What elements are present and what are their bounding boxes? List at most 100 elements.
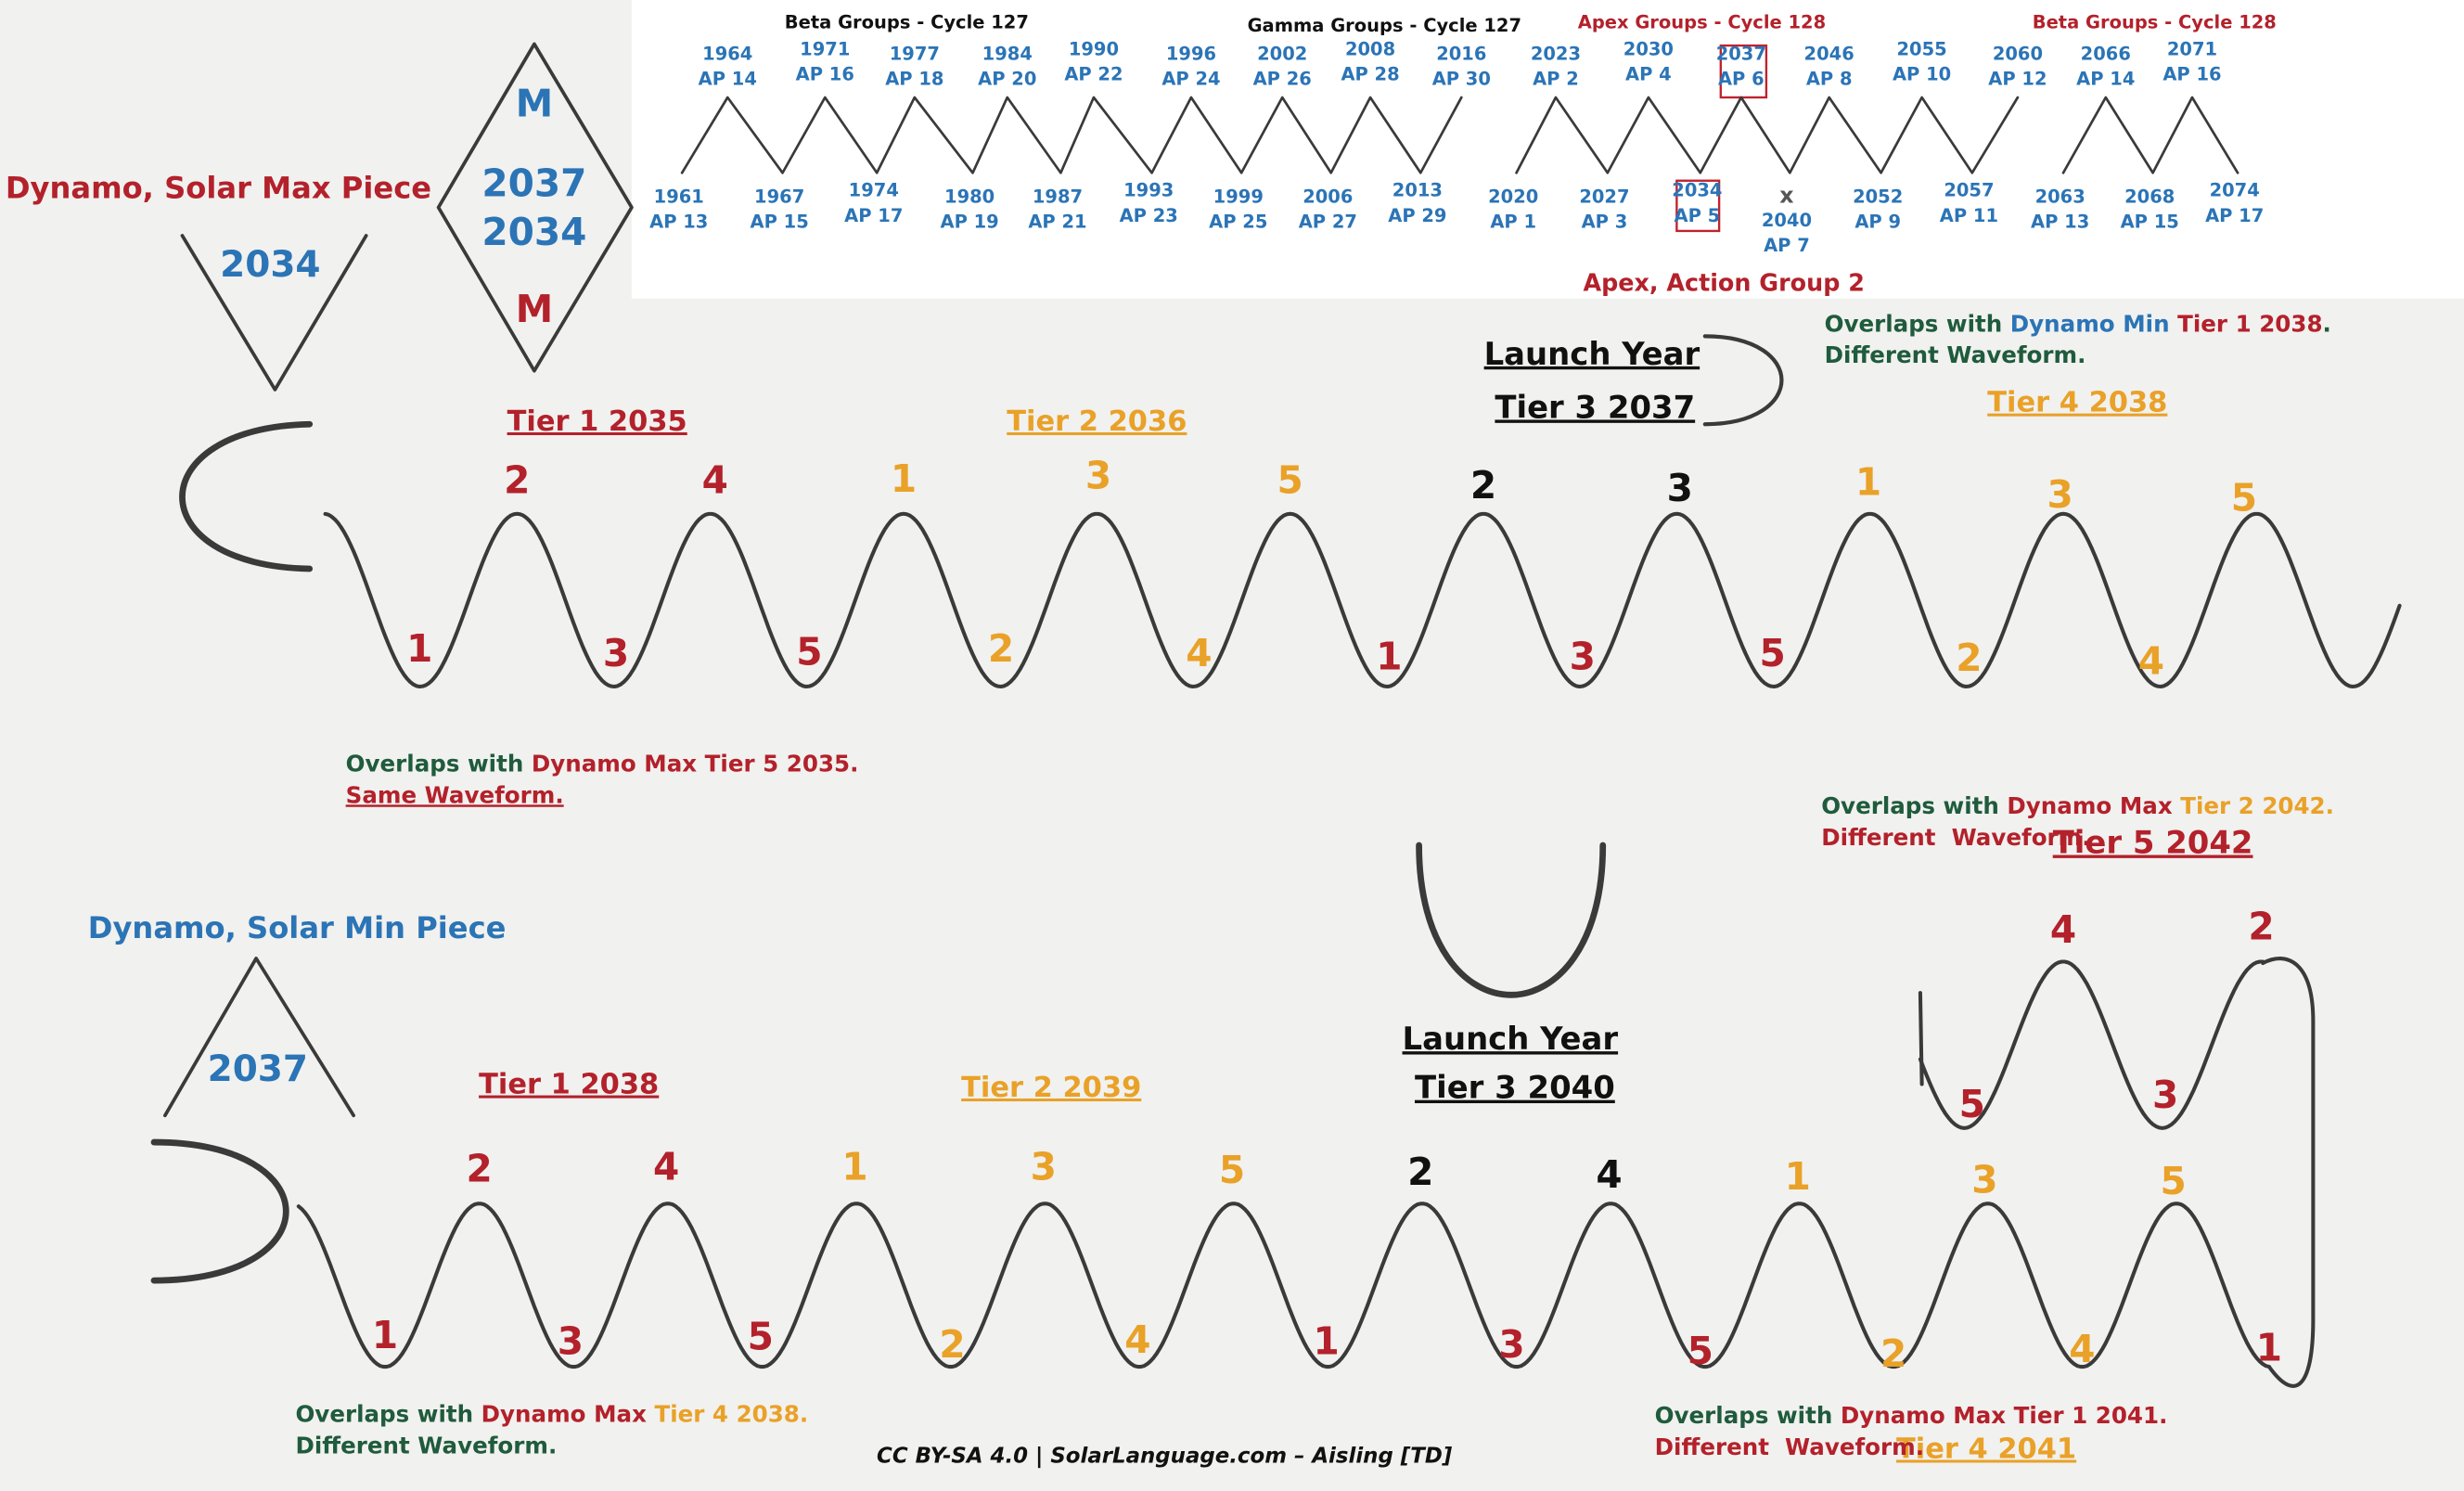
note-span: Overlaps with — [1825, 310, 2010, 337]
trough-year: 1980 — [944, 186, 995, 207]
tier-label: Tier 4 2041 — [1896, 1433, 2076, 1465]
diamond-label: M — [516, 287, 553, 331]
trough-year: 1993 — [1123, 180, 1174, 201]
note-span: Tier 2 2042. — [2180, 792, 2334, 819]
wave-number: 3 — [1031, 1145, 1057, 1189]
trough-year: 2006 — [1303, 186, 1353, 207]
wave-number: 5 — [2160, 1159, 2186, 1203]
wave-number: 4 — [702, 458, 728, 503]
c-shape — [150, 1138, 289, 1284]
peak-ap: AP 28 — [1341, 63, 1399, 84]
peak-year: 1977 — [890, 43, 940, 64]
wave-number: 3 — [1085, 454, 1111, 498]
peak-year: 2046 — [1804, 43, 1854, 64]
peak-ap: AP 12 — [1988, 68, 2047, 89]
wave-number: 1 — [841, 1145, 867, 1189]
launch-title: Launch Year — [1484, 336, 1700, 372]
wave-number: 5 — [1760, 631, 1786, 675]
trough-year: 1999 — [1213, 186, 1264, 207]
peak-ap: AP 16 — [2162, 63, 2221, 84]
trough-ap: AP 25 — [1209, 212, 1267, 233]
peak-ap: AP 2 — [1533, 68, 1579, 89]
wave-number: 5 — [748, 1315, 774, 1359]
peak-ap: AP 4 — [1625, 63, 1672, 84]
v-label: 2034 — [220, 244, 320, 286]
note-line: Different Waveform. — [295, 1432, 557, 1459]
wave-number: 5 — [1688, 1329, 1713, 1373]
wave-number: 1 — [1313, 1319, 1339, 1364]
marker: x — [1779, 182, 1793, 208]
wave-number: 5 — [1219, 1148, 1245, 1192]
peak-ap: AP 10 — [1893, 63, 1951, 84]
wave-number: 4 — [2050, 907, 2076, 952]
zigzag — [1515, 96, 2020, 174]
wave-number: 2 — [2248, 905, 2274, 949]
highlight-box — [1675, 179, 1721, 233]
trough-year: 1961 — [654, 186, 704, 207]
wave-number: 1 — [891, 456, 917, 501]
note-span: Tier 4 2038. — [654, 1400, 808, 1427]
peak-year: 2016 — [1436, 43, 1486, 64]
peak-year: 2008 — [1345, 38, 1395, 59]
peak-year: 2037 — [1716, 43, 1766, 64]
wave-number: 3 — [603, 631, 629, 675]
wave-number: 5 — [2231, 475, 2257, 520]
group-header: Apex Groups - Cycle 128 — [1578, 11, 1826, 32]
wave-number: 2 — [1470, 463, 1496, 508]
group-header: Gamma Groups - Cycle 127 — [1248, 15, 1521, 36]
peak-ap: AP 30 — [1432, 68, 1491, 89]
peak-year: 2060 — [1993, 43, 2043, 64]
waveform — [1918, 959, 2265, 1130]
trough-ap: AP 19 — [941, 212, 999, 233]
peak-year: 1984 — [982, 43, 1033, 64]
c-shape — [179, 420, 314, 572]
note-line: Overlaps with Dynamo Min Tier 1 2038. — [1825, 310, 2331, 337]
wave-number: 2 — [1880, 1331, 1906, 1376]
wave-number: 2 — [1407, 1150, 1433, 1194]
wave-number: 4 — [2069, 1327, 2095, 1371]
trough-year: 2013 — [1392, 180, 1443, 201]
wave-number: 3 — [2152, 1073, 2178, 1117]
note-span: Overlaps with — [295, 1400, 481, 1427]
wave-number: 2 — [988, 626, 1014, 671]
note-span: Tier 1 2041. — [2014, 1402, 2168, 1429]
note-span: Dynamo Min — [2010, 310, 2177, 337]
peak-ap: AP 20 — [978, 68, 1036, 89]
trough-year: 2068 — [2124, 186, 2175, 207]
note-line: Same Waveform. — [346, 781, 564, 808]
tier-label: Tier 2 2036 — [1007, 405, 1187, 438]
note-span: Overlaps with — [1821, 792, 2007, 819]
wave-number: 3 — [558, 1319, 584, 1364]
note-span: Tier 1 2038 — [2177, 310, 2322, 337]
note-span: Dynamo Max — [2007, 792, 2180, 819]
peak-ap: AP 22 — [1064, 63, 1123, 84]
wave-number: 3 — [1971, 1157, 1997, 1202]
peak-year: 2030 — [1623, 38, 1674, 59]
note-span: Dynamo Max — [532, 750, 705, 777]
peak-ap: AP 16 — [796, 63, 854, 84]
note-span: Different Waveform. — [1825, 341, 2086, 368]
trough-ap: AP 23 — [1120, 205, 1178, 226]
note-span: . — [2323, 310, 2331, 337]
wave-number: 1 — [1376, 634, 1402, 678]
diamond-label: M — [516, 81, 553, 125]
trough-ap: AP 5 — [1675, 205, 1721, 226]
launch-title: Launch Year — [1403, 1021, 1619, 1057]
trough-ap: AP 17 — [844, 205, 903, 226]
trough-ap: AP 3 — [1582, 212, 1628, 233]
trough-ap: AP 17 — [2205, 205, 2264, 226]
zigzag — [2061, 96, 2239, 174]
wave-number: 5 — [1959, 1082, 1985, 1126]
highlight-box — [1719, 44, 1768, 99]
peak-year: 2002 — [1257, 43, 1307, 64]
waveform — [323, 511, 2402, 689]
wave-number: 1 — [406, 626, 432, 671]
launch-tier: Tier 3 2040 — [1415, 1070, 1615, 1106]
note-span: Different Waveform. — [295, 1432, 557, 1459]
peak-year: 2055 — [1897, 38, 1947, 59]
trough-ap: AP 1 — [1490, 212, 1536, 233]
tier-label: Tier 4 2038 — [1987, 387, 2167, 419]
wave-number: 1 — [1855, 459, 1881, 504]
note-span: Tier 5 2035. — [705, 750, 859, 777]
